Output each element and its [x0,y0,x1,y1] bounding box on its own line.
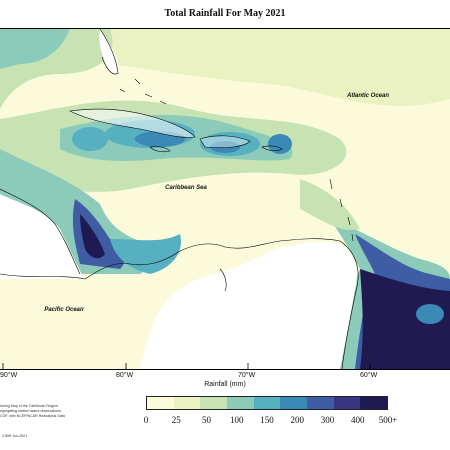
atlantic-ocean-label: Atlantic Ocean [346,93,389,99]
legend-tick-label: 400 [351,415,365,425]
legend-swatch [200,397,228,409]
footnote-line: COF, with NCEP/NCAR Reanalysis Data [0,414,65,418]
legend-swatch [307,397,334,409]
map-title: Total Rainfall For May 2021 [164,8,286,19]
legend-title: Rainfall (mm) [204,381,246,388]
pacific-ocean-label: Pacific Ocean [44,307,84,313]
legend-swatch [173,397,201,409]
legend-swatch [280,397,308,409]
legend-swatch [333,397,361,409]
legend-tick-label: 100 [230,415,244,425]
credit: CIMH Jun-2021 [2,434,28,438]
legend-tick-label: 150 [260,415,274,425]
legend-swatch [227,397,254,409]
footnote: itoring Map of the Caribbean Region. egr… [0,404,120,419]
legend-swatch [147,397,174,409]
legend-tick-label: 500+ [378,415,398,425]
longitude-label: 80°W [116,372,134,379]
footnote-line: egregating station based observations, [0,409,62,413]
legend-tick-label: 0 [143,415,149,425]
longitude-label: 60°W [360,372,378,379]
rainfall-map: Atlantic Ocean Caribbean Sea Pacific Oce… [0,28,450,370]
caribbean-sea-label: Caribbean Sea [165,185,207,191]
legend-ticks: 0 25 50 100 150 200 300 400 500+ [136,415,406,427]
legend-swatch [253,397,281,409]
longitude-label: 70°W [238,372,256,379]
legend-tick-label: 25 [171,415,181,425]
legend-swatch [360,397,388,409]
legend-tick-label: 200 [290,415,305,425]
longitude-label: 90°W [0,372,18,379]
legend-tick-label: 50 [202,415,211,425]
rainfall-legend [146,396,388,410]
legend-tick-label: 300 [320,415,335,425]
footnote-line: itoring Map of the Caribbean Region. [0,404,59,408]
